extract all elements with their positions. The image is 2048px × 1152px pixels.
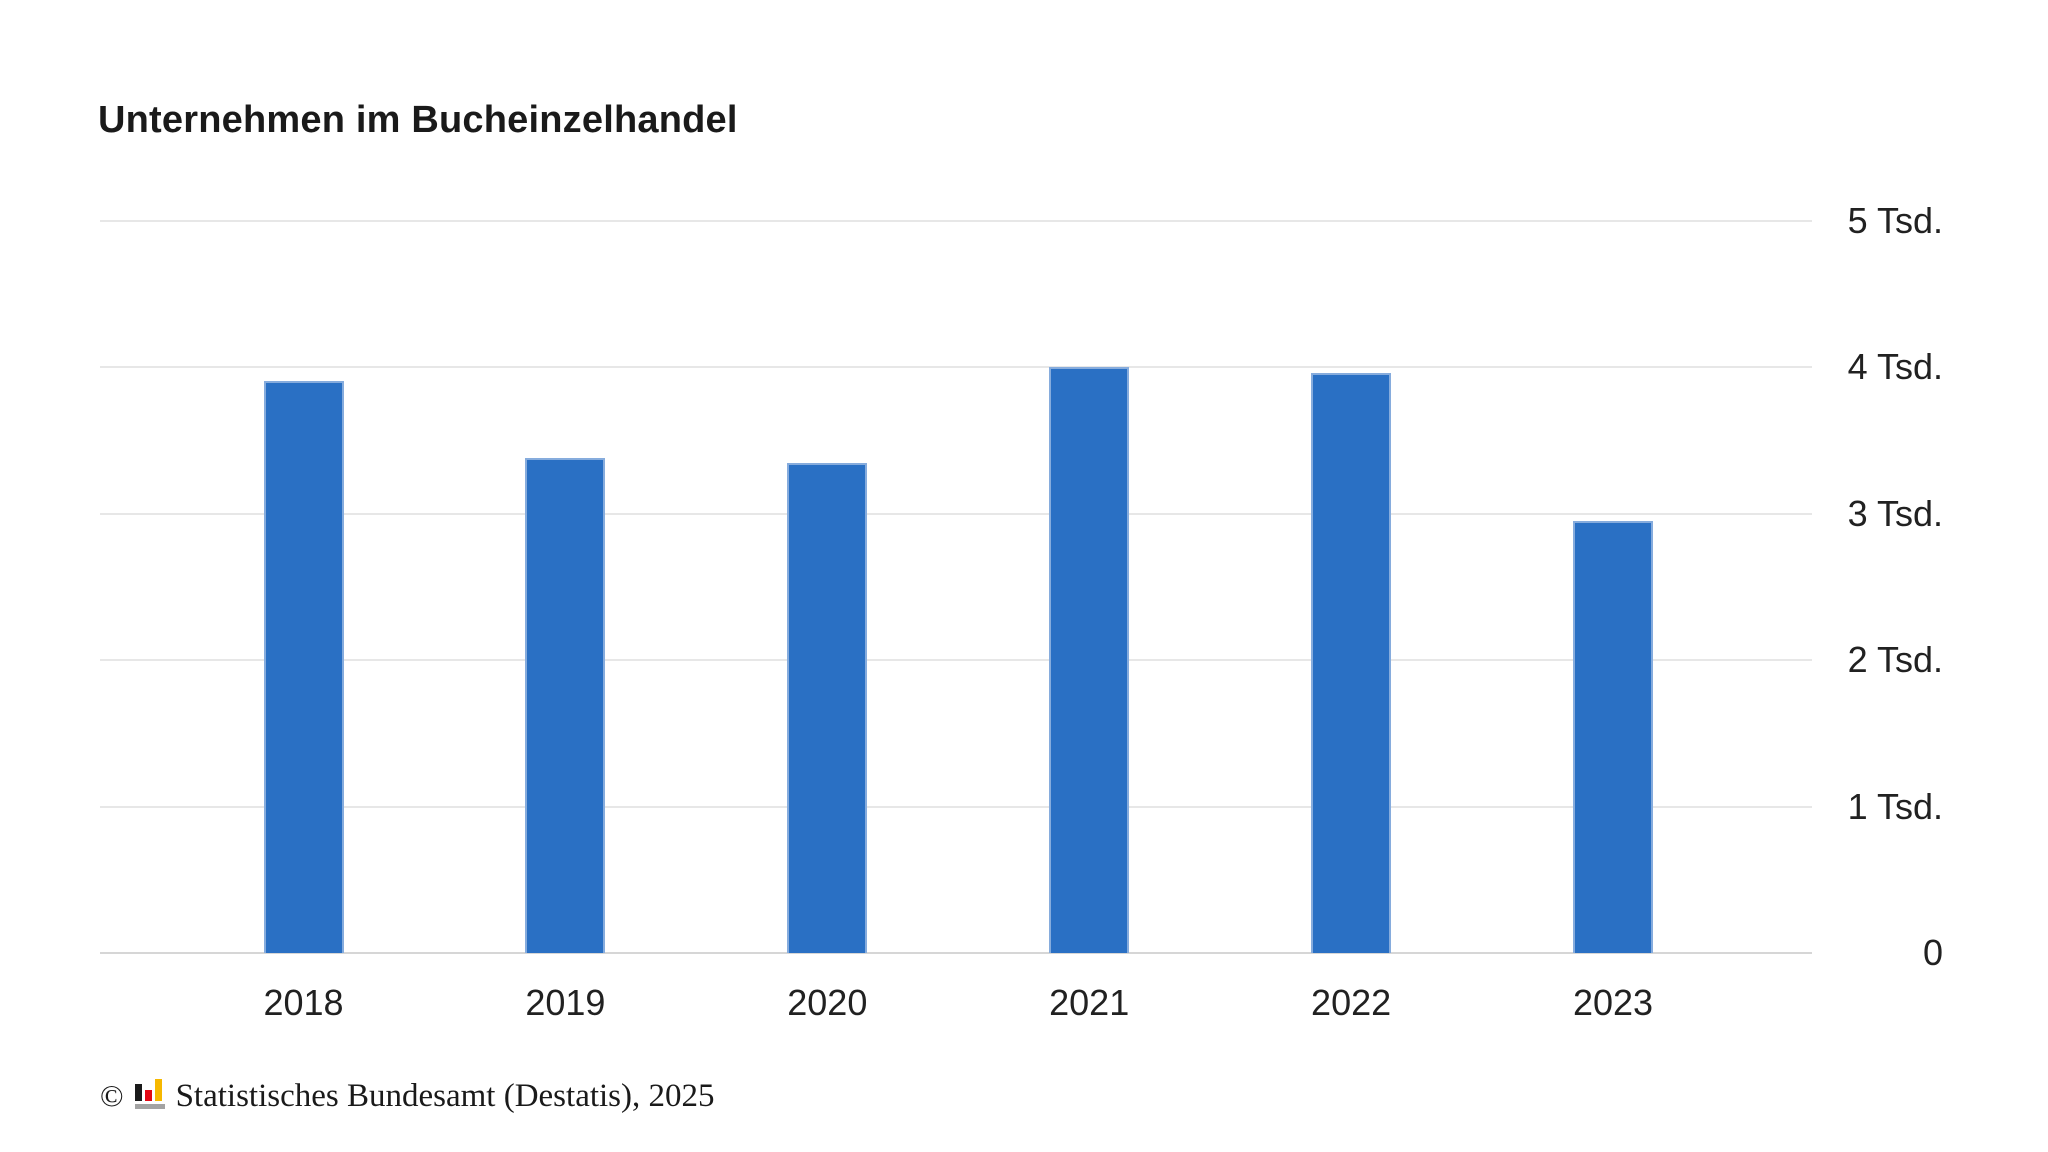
source-text: Statistisches Bundesamt (Destatis), 2025: [175, 1077, 715, 1114]
x-axis-label: 2018: [263, 982, 344, 1023]
source-line: © Statistisches Bundesamt (Destatis), 20…: [100, 1076, 715, 1116]
bar-2018[interactable]: [263, 380, 344, 953]
logo-bar-yellow: [154, 1079, 162, 1101]
x-axis-line: [100, 952, 1812, 954]
x-axis-label: 2022: [1311, 982, 1392, 1023]
logo-bars: [134, 1079, 162, 1101]
bar-2022[interactable]: [1311, 373, 1392, 953]
copyright-symbol: ©: [100, 1078, 124, 1113]
y-axis-tick-label: 2 Tsd.: [1847, 639, 1943, 681]
logo-base: [134, 1104, 165, 1109]
chart-title: Unternehmen im Bucheinzelhandel: [98, 99, 738, 141]
bar-2020[interactable]: [787, 462, 868, 953]
bar-2023[interactable]: [1573, 521, 1653, 953]
y-axis-tick-label: 0: [1922, 932, 1943, 973]
gridline: [100, 659, 1812, 662]
x-axis-label: 2019: [525, 982, 606, 1023]
logo-bar-black: [134, 1084, 142, 1101]
y-axis-tick-label: 4 Tsd.: [1847, 346, 1943, 388]
gridline: [100, 366, 1812, 369]
bar-2019[interactable]: [525, 458, 606, 953]
x-axis-label: 2020: [787, 982, 868, 1023]
bar-2021[interactable]: [1049, 367, 1130, 953]
gridline: [100, 512, 1812, 515]
gridline: [100, 220, 1812, 222]
y-axis-tick-label: 5 Tsd.: [1847, 200, 1943, 241]
destatis-logo-icon: [134, 1079, 165, 1109]
x-axis-label: 2023: [1572, 982, 1654, 1023]
x-axis-label: 2021: [1049, 982, 1130, 1023]
y-axis-tick-label: 3 Tsd.: [1847, 492, 1943, 534]
logo-bar-red: [144, 1090, 152, 1101]
gridline: [100, 805, 1812, 808]
y-axis-tick-label: 1 Tsd.: [1847, 785, 1943, 827]
